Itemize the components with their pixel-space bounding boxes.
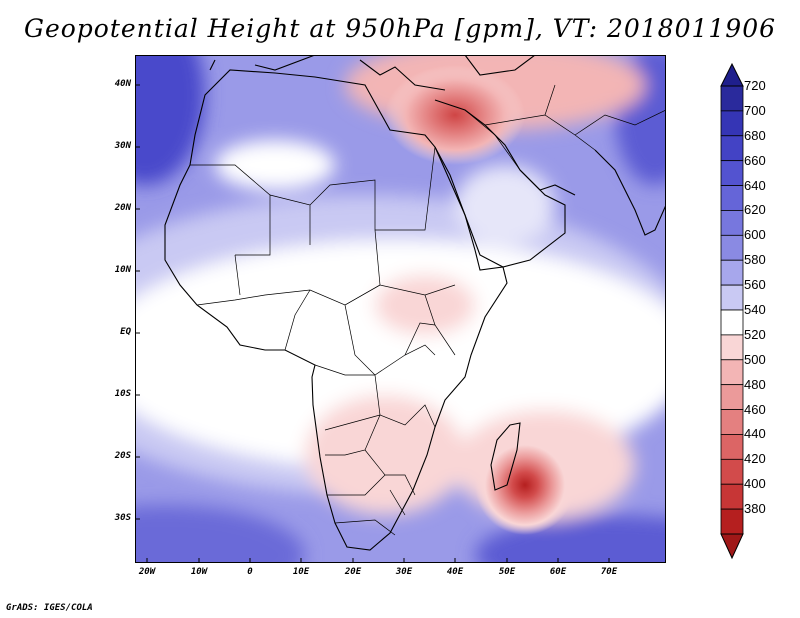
country-borders — [190, 84, 666, 536]
colorbar-label: 660 — [744, 152, 766, 168]
field-eastafrica-low — [375, 275, 475, 335]
lon-label-70e: 70E — [600, 567, 618, 577]
colorbar — [720, 62, 744, 560]
colorbar-cell — [720, 434, 744, 460]
colorbar-cell — [720, 259, 744, 286]
colorbar-label: 560 — [744, 277, 766, 293]
colorbar-cell — [720, 409, 744, 435]
field-high-west — [135, 55, 205, 185]
map-frame — [135, 55, 666, 563]
lon-label-10w: 10W — [190, 567, 208, 577]
colorbar-bottom-arrow — [720, 533, 744, 560]
colorbar-cell — [720, 284, 744, 311]
sahel-borders — [196, 284, 456, 376]
lat-label-eq: EQ — [120, 327, 131, 337]
central-borders — [314, 344, 436, 496]
lat-label-10s: 10S — [114, 389, 131, 399]
colorbar-label: 460 — [744, 401, 766, 417]
colorbar-label: 420 — [744, 451, 766, 467]
colorbar-cell — [720, 234, 744, 261]
colorbar-label: 520 — [744, 326, 766, 342]
colorbar-cell — [720, 483, 744, 510]
colorbar-label: 640 — [744, 177, 766, 193]
lon-label-60e: 60E — [549, 567, 567, 577]
lat-label-20s: 20S — [114, 451, 131, 461]
field-kalahari-low — [305, 395, 465, 515]
lat-label-10n: 10N — [114, 265, 131, 275]
india-coastline — [594, 149, 666, 236]
colorbar-cell — [720, 110, 744, 137]
field-high-southwest — [135, 505, 305, 563]
lon-label-20w: 20W — [138, 567, 156, 577]
east-borders — [404, 294, 456, 356]
field-sahara-low — [215, 140, 335, 190]
lat-label-20n: 20N — [114, 203, 131, 213]
europe-coastline — [209, 55, 536, 91]
colorbar-label: 440 — [744, 426, 766, 442]
colorbar-label: 600 — [744, 227, 766, 243]
colorbar-top-arrow — [720, 62, 744, 87]
colorbar-cell — [720, 359, 744, 386]
colorbar-label: 540 — [744, 302, 766, 317]
colorbar-cell — [720, 384, 744, 410]
colorbar-label: 480 — [744, 376, 766, 392]
credit-text: GrADS: IGES/COLA — [6, 603, 93, 613]
colorbar-cell — [720, 160, 744, 186]
colorbar-label: 500 — [744, 351, 766, 367]
lat-label-30n: 30N — [114, 141, 131, 151]
lon-label-50e: 50E — [498, 567, 516, 577]
colorbar-cell — [720, 334, 744, 361]
levant-low-center — [385, 65, 525, 165]
lon-label-40e: 40E — [446, 567, 464, 577]
lon-label-10e: 10E — [292, 567, 310, 577]
colorbar-label: 700 — [744, 102, 766, 118]
colorbar-cell — [720, 85, 744, 112]
lon-label-30e: 30E — [395, 567, 413, 577]
colorbar-label: 400 — [744, 476, 766, 492]
height-field — [135, 55, 666, 563]
madagascar — [490, 422, 521, 491]
middle-east-borders — [464, 84, 666, 171]
lon-label-0: 0 — [247, 567, 253, 577]
africa-coastline — [164, 69, 508, 551]
map-title: Geopotential Height at 950hPa [gpm], VT:… — [23, 14, 777, 43]
axis-ticks — [135, 84, 610, 563]
field-arabia-light — [455, 165, 555, 245]
sahara-borders — [190, 146, 436, 306]
colorbar-label: 580 — [744, 252, 766, 268]
colorbar-cell — [720, 185, 744, 211]
lon-label-20e: 20E — [344, 567, 362, 577]
persian-gulf — [519, 169, 576, 196]
colorbar-label: 620 — [744, 202, 766, 218]
colorbar-cell — [720, 135, 744, 162]
southern-borders — [327, 474, 406, 536]
colorbar-cell — [720, 508, 744, 535]
colorbar-cell — [720, 458, 744, 485]
geopotential-map — [135, 55, 666, 563]
colorbar-label: 380 — [744, 501, 766, 517]
lat-label-40n: 40N — [114, 79, 131, 89]
lat-label-30s: 30S — [114, 513, 131, 523]
colorbar-label: 680 — [744, 127, 766, 143]
cyclone-low-center — [475, 435, 575, 535]
colorbar-cell — [720, 309, 744, 336]
colorbar-cell — [720, 210, 744, 236]
colorbar-label: 720 — [744, 78, 766, 93]
